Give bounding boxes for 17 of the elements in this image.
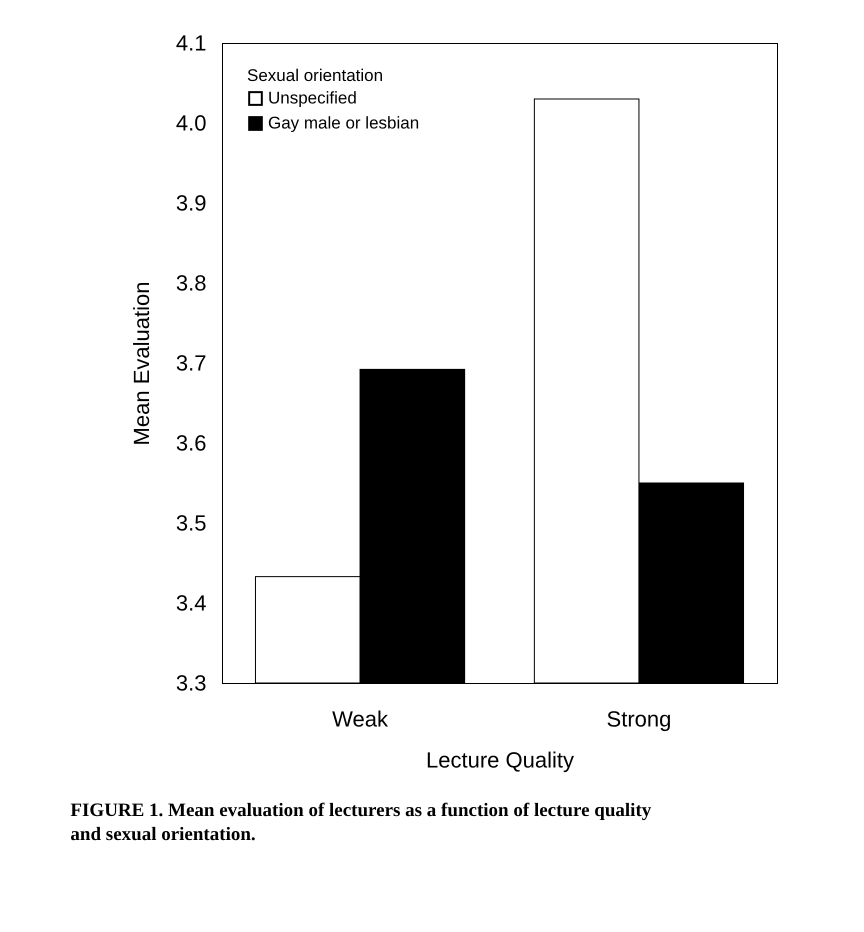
y-tick-label: 4.0 xyxy=(176,110,206,136)
y-tick-label: 3.3 xyxy=(176,670,206,696)
y-axis-title: Mean Evaluation xyxy=(128,282,154,446)
y-tick-label: 4.1 xyxy=(176,30,206,56)
legend-label: Unspecified xyxy=(268,88,357,108)
y-tick-label: 3.8 xyxy=(176,270,206,296)
caption: FIGURE 1. Mean evaluation of lecturers as a function of lecture quality and sexual orientation. xyxy=(70,800,652,845)
y-tick-label: 3.9 xyxy=(176,190,206,216)
y-tick-label: 3.4 xyxy=(176,590,206,616)
legend-title: Sexual orientation xyxy=(247,66,384,85)
x-tick-label: Weak xyxy=(332,706,389,732)
y-tick-label: 3.5 xyxy=(176,510,206,536)
y-tick-label: 3.6 xyxy=(176,430,206,456)
x-tick-label: Strong xyxy=(606,706,672,732)
y-tick-label: 3.7 xyxy=(176,350,206,376)
x-axis-title: Lecture Quality xyxy=(426,748,574,772)
legend-label: Gay male or lesbian xyxy=(268,114,420,132)
